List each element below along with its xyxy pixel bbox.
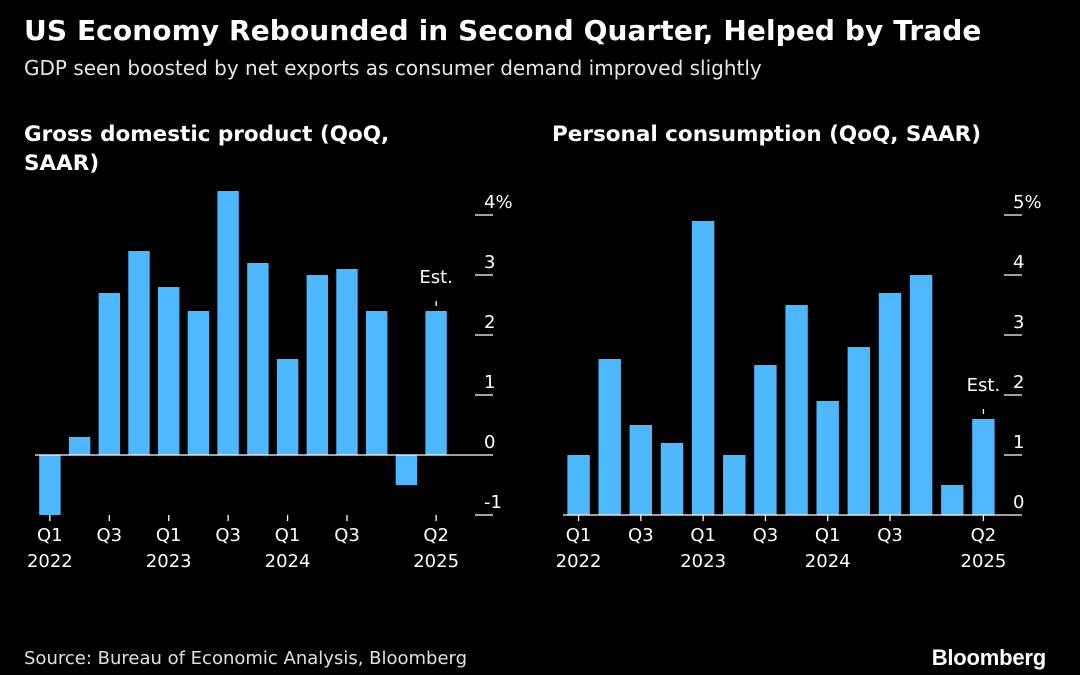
bar [598, 359, 621, 515]
x-tick-label: Q2 [971, 525, 997, 546]
bar [395, 455, 418, 485]
x-year-label: 2025 [413, 551, 459, 572]
bar [629, 425, 652, 515]
bar [691, 221, 715, 515]
bar [723, 455, 746, 515]
bar [306, 275, 328, 455]
bar [425, 311, 447, 455]
bar [68, 437, 91, 455]
bar [366, 311, 388, 455]
bar [660, 443, 684, 515]
consumption-bar-chart: 0 1 2 3 4 5% Q1 2022 Q3 Q1 2023 Q3 Q1 2024 Q3 Q2 2025 Est… [556, 192, 1042, 572]
x-year-label: 2023 [146, 551, 192, 572]
x-tick-label: Q1 [275, 525, 301, 546]
x-tick-label: Q3 [96, 525, 122, 546]
bar [816, 401, 839, 515]
bar [941, 485, 964, 515]
bar [128, 251, 150, 455]
x-year-label: 2022 [27, 551, 73, 572]
gdp-panel-title: Gross domestic product (QoQ, SAAR) [24, 122, 390, 176]
bar [217, 191, 239, 455]
x-tick-label: Q1 [156, 525, 182, 546]
bar [187, 311, 210, 455]
bar [336, 269, 358, 455]
x-tick-label: Q1 [566, 525, 592, 546]
consumption-panel-title: Personal consumption (QoQ, SAAR) [552, 122, 982, 147]
gdp-bar-chart: -1 0 1 2 3 4% Q1 2022 Q3 Q1 2023 Q3 Q1 2024 Q3 Q2 2025 Es… [27, 191, 513, 572]
annotation-label: Est. [967, 375, 1001, 396]
bar [158, 287, 180, 455]
bar [567, 455, 590, 515]
y-tick-label: 1 [1013, 432, 1024, 453]
x-tick-label: Q3 [877, 525, 903, 546]
bar [878, 293, 902, 515]
bar [754, 365, 777, 515]
x-tick-label: Q3 [334, 525, 360, 546]
y-tick-label: 4 [1013, 252, 1024, 273]
bar [247, 263, 269, 455]
x-tick-label: Q3 [628, 525, 654, 546]
x-tick-label: Q3 [753, 525, 779, 546]
y-tick-label: 0 [1013, 492, 1024, 513]
y-tick-label: 3 [484, 252, 495, 273]
x-year-label: 2023 [680, 551, 726, 572]
x-tick-label: Q2 [423, 525, 449, 546]
y-tick-label: 0 [484, 432, 495, 453]
x-tick-label: Q1 [37, 525, 63, 546]
y-tick-label: 2 [484, 312, 495, 333]
chart-title: US Economy Rebounded in Second Quarter, … [24, 14, 982, 47]
chart-subtitle: GDP seen boosted by net exports as consu… [24, 56, 762, 80]
y-tick-label: 3 [1013, 312, 1024, 333]
annotation-label: Est. [419, 267, 453, 288]
x-year-label: 2024 [265, 551, 311, 572]
bar [276, 359, 299, 455]
bar [909, 275, 933, 515]
x-year-label: 2025 [961, 551, 1007, 572]
x-tick-label: Q1 [815, 525, 841, 546]
source-note: Source: Bureau of Economic Analysis, Blo… [24, 648, 468, 669]
y-tick-label: 5% [1013, 192, 1042, 213]
y-tick-label: 4% [484, 192, 513, 213]
y-tick-label: 1 [484, 372, 495, 393]
x-year-label: 2024 [805, 551, 851, 572]
bloomberg-logo: Bloomberg [931, 645, 1047, 670]
bar [39, 455, 61, 515]
y-tick-label: -1 [484, 492, 502, 513]
bar [847, 347, 870, 515]
y-tick-label: 2 [1013, 372, 1024, 393]
x-year-label: 2022 [556, 551, 602, 572]
x-tick-label: Q3 [215, 525, 241, 546]
bar [972, 419, 995, 515]
bar [785, 305, 808, 515]
x-tick-label: Q1 [690, 525, 716, 546]
bar [98, 293, 120, 455]
